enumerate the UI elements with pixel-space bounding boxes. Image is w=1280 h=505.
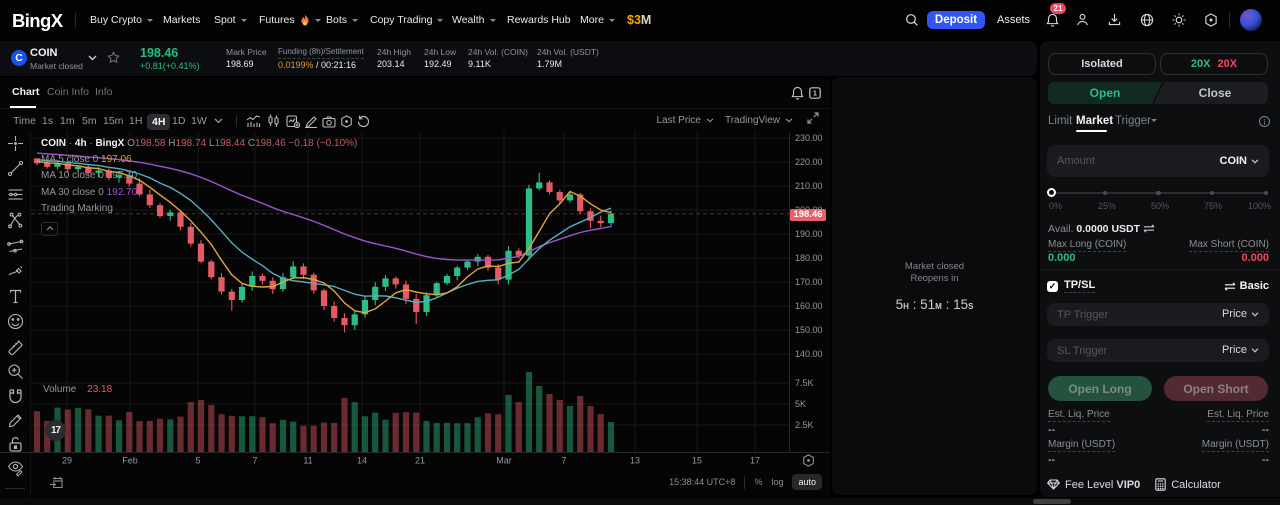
svg-text:1: 1 [813, 91, 817, 98]
svg-text:Feb: Feb [122, 456, 138, 466]
svg-text:21: 21 [415, 456, 425, 466]
svg-text:13: 13 [630, 456, 640, 466]
svg-text:180.00: 180.00 [795, 253, 823, 263]
svg-text:15: 15 [692, 456, 702, 466]
svg-text:5K: 5K [795, 399, 806, 409]
svg-text:11: 11 [303, 456, 312, 466]
svg-text:160.00: 160.00 [795, 301, 823, 311]
svg-text:17: 17 [750, 456, 760, 466]
svg-text:190.00: 190.00 [795, 229, 823, 239]
svg-text:2.5K: 2.5K [795, 420, 814, 430]
svg-text:7: 7 [252, 456, 257, 466]
svg-text:14: 14 [357, 456, 367, 466]
svg-text:7.5K: 7.5K [795, 378, 814, 388]
svg-text:29: 29 [62, 456, 72, 466]
svg-text:220.00: 220.00 [795, 157, 823, 167]
svg-text:5: 5 [195, 456, 200, 466]
svg-text:210.00: 210.00 [795, 181, 823, 191]
svg-text:7: 7 [561, 456, 566, 466]
svg-text:170.00: 170.00 [795, 277, 823, 287]
svg-text:230.00: 230.00 [795, 133, 823, 143]
svg-text:Mar: Mar [496, 456, 512, 466]
svg-text:140.00: 140.00 [795, 349, 823, 359]
svg-text:150.00: 150.00 [795, 325, 823, 335]
